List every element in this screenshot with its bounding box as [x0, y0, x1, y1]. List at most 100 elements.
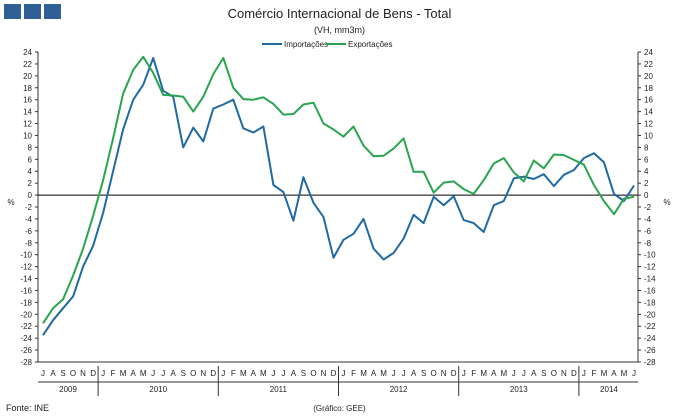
- x-month-label: F: [231, 369, 236, 378]
- x-month-label: O: [70, 369, 76, 378]
- y-tick-label-right: -24: [644, 334, 656, 343]
- x-month-label: F: [111, 369, 116, 378]
- x-month-label: M: [500, 369, 507, 378]
- x-month-label: F: [471, 369, 476, 378]
- y-tick-label-left: -12: [20, 263, 32, 272]
- y-tick-label-left: -28: [20, 358, 32, 367]
- x-month-label: O: [431, 369, 437, 378]
- x-month-label: S: [541, 369, 546, 378]
- y-tick-label-right: 4: [644, 167, 649, 176]
- x-month-label: N: [561, 369, 567, 378]
- x-month-label: D: [90, 369, 96, 378]
- x-month-label: M: [601, 369, 608, 378]
- x-month-label: J: [101, 369, 105, 378]
- y-tick-label-right: 20: [644, 72, 653, 81]
- x-month-label: J: [582, 369, 586, 378]
- y-tick-label-left: 10: [23, 131, 32, 140]
- series-line-importacoes: [42, 57, 635, 336]
- y-tick-label-left: -14: [20, 275, 32, 284]
- y-tick-label-left: 22: [23, 60, 32, 69]
- y-tick-label-right: 8: [644, 143, 649, 152]
- source-note: Fonte: INE: [6, 403, 50, 413]
- x-month-label: M: [360, 369, 367, 378]
- x-month-label: A: [50, 369, 56, 378]
- x-year-label: 2013: [510, 385, 528, 394]
- x-month-label: A: [411, 369, 417, 378]
- x-month-label: A: [491, 369, 497, 378]
- y-tick-label-right: -14: [644, 275, 656, 284]
- chart-subtitle: (VH, mm3m): [314, 25, 365, 35]
- y-axis-label-right: %: [663, 198, 670, 207]
- y-tick-label-left: 2: [28, 179, 33, 188]
- x-year-label: 2011: [270, 385, 288, 394]
- y-tick-label-left: 16: [23, 96, 32, 105]
- y-tick-label-right: -12: [644, 263, 656, 272]
- y-tick-label-left: 14: [23, 108, 32, 117]
- series-line-exportacoes: [42, 55, 635, 324]
- x-month-label: J: [342, 369, 346, 378]
- x-month-label: J: [402, 369, 406, 378]
- x-month-label: J: [271, 369, 275, 378]
- x-month-label: S: [181, 369, 186, 378]
- legend-label: Exportações: [348, 40, 392, 49]
- y-tick-label-right: -22: [644, 322, 656, 331]
- x-month-label: M: [260, 369, 267, 378]
- y-tick-label-left: 8: [28, 143, 33, 152]
- y-tick-label-right: 12: [644, 120, 653, 129]
- legend-label: Importações: [284, 40, 328, 49]
- x-month-label: J: [512, 369, 516, 378]
- x-month-label: O: [310, 369, 316, 378]
- x-month-label: A: [291, 369, 297, 378]
- x-month-label: S: [60, 369, 65, 378]
- x-month-label: N: [321, 369, 327, 378]
- y-tick-label-right: 16: [644, 96, 653, 105]
- x-month-label: D: [331, 369, 337, 378]
- x-year-label: 2014: [600, 385, 618, 394]
- gee-logo: [4, 4, 62, 19]
- x-month-label: A: [251, 369, 257, 378]
- x-month-label: M: [621, 369, 628, 378]
- logo-block: [4, 4, 21, 19]
- x-month-label: O: [551, 369, 557, 378]
- y-tick-label-right: -4: [644, 215, 652, 224]
- x-month-label: S: [301, 369, 306, 378]
- x-month-label: N: [200, 369, 206, 378]
- x-month-label: A: [371, 369, 377, 378]
- y-tick-label-right: -20: [644, 310, 656, 319]
- y-tick-label-left: 18: [23, 84, 32, 93]
- x-month-label: A: [531, 369, 537, 378]
- x-month-label: J: [161, 369, 165, 378]
- y-tick-label-right: -2: [644, 203, 652, 212]
- chart-legend: Importações Exportações: [262, 40, 392, 49]
- y-tick-label-right: -10: [644, 251, 656, 260]
- x-month-label: D: [571, 369, 577, 378]
- y-tick-label-right: 22: [644, 60, 653, 69]
- chart-series: [42, 55, 635, 336]
- x-month-label: N: [441, 369, 447, 378]
- x-month-label: J: [522, 369, 526, 378]
- x-year-label: 2010: [149, 385, 167, 394]
- y-tick-label-right: 2: [644, 179, 649, 188]
- y-tick-label-left: 20: [23, 72, 32, 81]
- x-month-label: J: [392, 369, 396, 378]
- x-month-label: J: [151, 369, 155, 378]
- chart-title: Comércio Internacional de Bens - Total: [227, 6, 452, 21]
- y-tick-label-left: -26: [20, 346, 32, 355]
- logo-block: [44, 4, 61, 19]
- x-month-label: M: [240, 369, 247, 378]
- y-tick-label-right: -28: [644, 358, 656, 367]
- x-month-label: J: [41, 369, 45, 378]
- x-year-label: 2009: [59, 385, 77, 394]
- x-month-label: D: [210, 369, 216, 378]
- y-tick-label-right: -8: [644, 239, 652, 248]
- x-month-label: F: [351, 369, 356, 378]
- y-tick-label-left: 6: [28, 155, 33, 164]
- y-tick-label-left: -20: [20, 310, 32, 319]
- y-tick-label-left: -16: [20, 286, 32, 295]
- y-tick-label-left: -18: [20, 298, 32, 307]
- y-tick-label-left: 4: [28, 167, 33, 176]
- y-tick-label-right: 24: [644, 48, 653, 57]
- y-tick-label-left: -2: [25, 203, 33, 212]
- y-tick-label-right: -18: [644, 298, 656, 307]
- y-tick-label-left: -4: [25, 215, 33, 224]
